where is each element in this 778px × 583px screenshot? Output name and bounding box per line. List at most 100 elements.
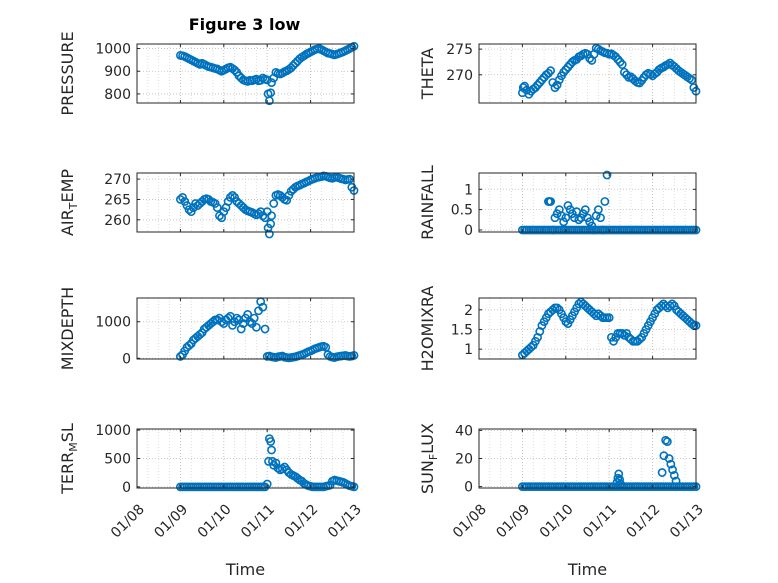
data-point: [212, 203, 222, 212]
data-point: [251, 322, 261, 332]
y-tick-label: 270: [446, 68, 473, 84]
x-tick-label: 01/10: [195, 502, 235, 542]
data-point: [266, 88, 276, 98]
data-point: [589, 225, 599, 235]
data-point: [664, 454, 674, 463]
data-point: [217, 317, 227, 327]
data-point: [228, 190, 237, 200]
data-point: [561, 213, 571, 223]
chart-title: Figure 3 low: [189, 15, 301, 34]
y-tick-label: 260: [104, 213, 131, 229]
data-point: [291, 58, 300, 68]
x-tick-label: 01/08: [108, 502, 148, 542]
data-point: [195, 330, 205, 339]
data-point: [666, 459, 676, 469]
y-tick-label: 800: [104, 87, 131, 103]
y-tick-label: 265: [104, 192, 131, 208]
subplot-rainfall: 0 0.5 1 RAINFALL: [418, 165, 701, 240]
x-tick-label: 01/11: [238, 502, 278, 542]
data-point: [260, 324, 270, 334]
data-point: [277, 464, 287, 474]
data-point: [286, 63, 296, 73]
data-point: [552, 80, 562, 90]
axes-frame: [136, 43, 355, 104]
data-point: [269, 199, 279, 208]
data-point: [598, 225, 608, 235]
data-point: [665, 301, 675, 311]
data-point: [236, 324, 246, 334]
data-point: [232, 313, 242, 323]
x-tick-label: 01/13: [667, 502, 707, 542]
x-tick-label: 01/12: [624, 502, 664, 542]
subplot-pressure: 800 900 1000 PRESSURE Figure 3 low: [58, 15, 359, 116]
y-axis-label: AIRTEMP: [58, 169, 80, 236]
data-point: [266, 437, 276, 446]
y-axis-label: H2OMIXRA: [418, 286, 437, 372]
data-point: [264, 96, 274, 106]
y-tick-label: 1: [464, 182, 473, 198]
data-point: [526, 342, 536, 352]
y-tick-label: 275: [446, 42, 473, 58]
data-point: [596, 213, 605, 223]
y-tick-label: 0: [464, 480, 473, 496]
y-tick-label: 1000: [95, 315, 131, 331]
subplot-theta: 270 275 THETA: [418, 42, 701, 104]
data-point: [617, 329, 627, 338]
data-point: [225, 193, 235, 202]
data-point: [662, 437, 672, 447]
data-point: [667, 299, 677, 309]
x-axis-label: Time: [225, 560, 265, 579]
data-point: [604, 313, 614, 323]
data-point: [208, 317, 218, 327]
data-point: [544, 197, 554, 206]
data-point: [258, 302, 268, 312]
data-point: [668, 465, 677, 475]
x-axis-label: Time: [567, 560, 607, 579]
x-tick-label: 01/11: [580, 502, 620, 542]
data-point: [616, 479, 625, 489]
data-point: [687, 319, 697, 328]
data-point: [266, 219, 276, 229]
data-point: [175, 195, 185, 204]
data-point: [271, 458, 281, 468]
y-tick-label: 20: [455, 452, 473, 468]
data-point: [580, 205, 590, 215]
data-point: [615, 475, 625, 484]
data-point: [254, 209, 263, 219]
y-axis-label: RAINFALL: [418, 165, 437, 240]
data-point: [184, 205, 194, 215]
data-point: [212, 315, 222, 325]
x-tick-label: 01/13: [325, 502, 365, 542]
data-point: [299, 51, 309, 61]
axes-frame: [478, 297, 697, 360]
data-point: [249, 313, 259, 323]
data-point: [546, 66, 556, 76]
y-tick-label: 0.5: [451, 203, 473, 219]
data-point: [602, 170, 612, 180]
y-tick-label: 1000: [95, 42, 131, 58]
data-point: [223, 313, 233, 323]
data-point: [175, 352, 185, 361]
subplot-h2omixra: 1 1.5 2 H2OMIXRA: [418, 286, 701, 372]
data-point: [282, 195, 292, 205]
data-point: [552, 303, 562, 313]
axes-frame: [478, 172, 697, 233]
data-point: [635, 334, 644, 344]
y-tick-label: 40: [455, 423, 473, 439]
data-point: [267, 78, 276, 87]
subplot-sunflux: 0 20 40 SUNFLUX 01/08 01/09 01/10 01/11 01/12 01/…: [418, 423, 707, 579]
subplot-airtemp: 260 265 270 AIRTEMP: [58, 169, 359, 239]
data-point: [267, 211, 276, 221]
x-tick-label: 01/08: [450, 502, 490, 542]
y-axis-label: THETA: [418, 48, 437, 100]
data-point: [669, 470, 679, 480]
y-axis-label: PRESSURE: [58, 31, 77, 115]
axes-frame: [136, 297, 355, 360]
y-axis-label: TERRMSL: [58, 423, 80, 495]
data-point: [617, 60, 627, 69]
axes-frame: [136, 172, 355, 233]
x-tick-label: 01/09: [151, 502, 191, 542]
data-point: [267, 445, 276, 455]
data-point: [661, 435, 671, 445]
